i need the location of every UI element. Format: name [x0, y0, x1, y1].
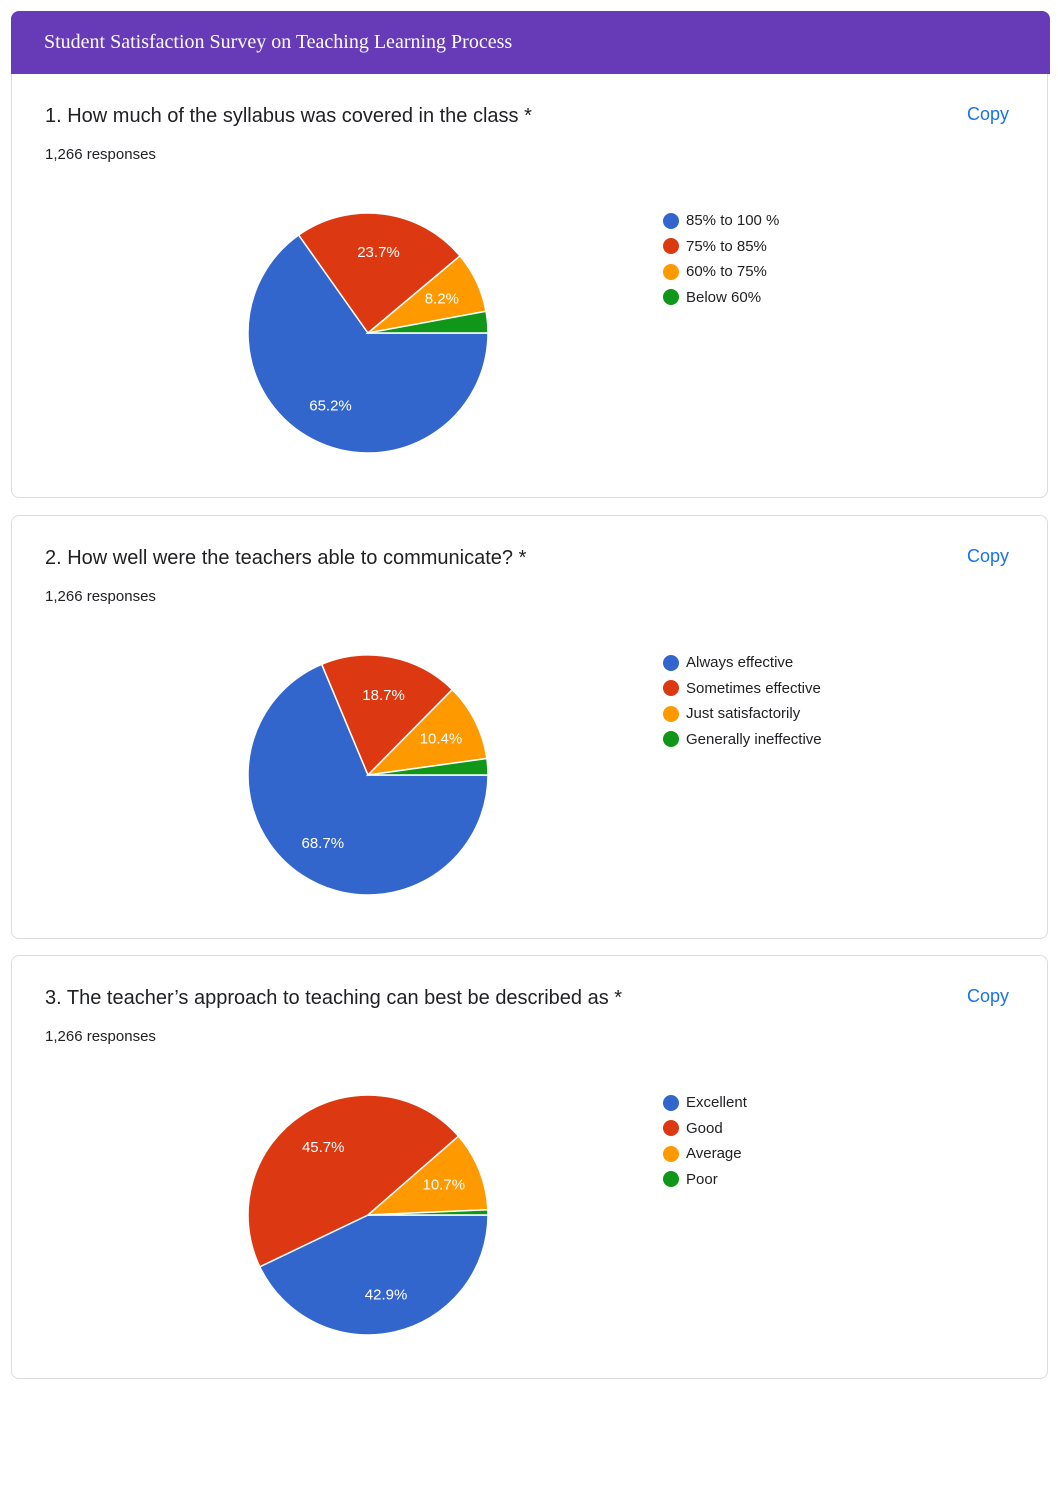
legend-item: Good: [663, 1116, 747, 1142]
question-title: 1. How much of the syllabus was covered …: [45, 105, 532, 127]
question-card-2: 2. How well were the teachers able to co…: [11, 515, 1048, 939]
copy-button[interactable]: Copy: [967, 546, 1010, 566]
legend-swatch: [663, 263, 679, 280]
legend-item: 85% to 100 %: [663, 208, 779, 234]
legend-swatch: [663, 1120, 679, 1137]
legend-swatch: [663, 1171, 679, 1188]
pie-data-label: 68.7%: [301, 835, 344, 852]
legend-label: Generally ineffective: [686, 730, 822, 748]
question-title: 3. The teacher’s approach to teaching ca…: [45, 987, 623, 1009]
pie-data-label: 23.7%: [357, 244, 400, 261]
legend-item: Generally ineffective: [663, 727, 822, 753]
legend-label: Good: [686, 1119, 723, 1137]
survey-title: Student Satisfaction Survey on Teaching …: [44, 31, 513, 53]
legend-item: Just satisfactorily: [663, 701, 822, 727]
pie-data-label: 8.2%: [425, 290, 459, 307]
question-card-1: 1. How much of the syllabus was covered …: [11, 74, 1048, 498]
legend-label: Average: [686, 1145, 742, 1163]
legend-swatch: [663, 289, 679, 306]
pie-slice: [365, 688, 488, 777]
legend-item: Sometimes effective: [663, 676, 822, 702]
legend-item: 75% to 85%: [663, 234, 779, 260]
pie-chart: 65.2% 23.7% 8.2%: [247, 212, 489, 454]
chart-legend: Excellent Good Average Poor: [663, 1090, 747, 1192]
legend-item: Average: [663, 1141, 747, 1167]
survey-banner: Student Satisfaction Survey on Teaching …: [11, 11, 1050, 74]
copy-button[interactable]: Copy: [967, 986, 1010, 1006]
copy-button[interactable]: Copy: [967, 104, 1010, 124]
pie-slice: [367, 310, 489, 334]
legend-item: Below 60%: [663, 285, 779, 311]
pie-slice: [367, 757, 489, 776]
response-count: 1,266 responses: [45, 588, 156, 605]
legend-swatch: [663, 238, 679, 255]
pie-slice: [365, 1135, 489, 1216]
response-count: 1,266 responses: [45, 1028, 156, 1045]
legend-label: Below 60%: [686, 288, 762, 306]
pie-slice: [320, 654, 454, 777]
pie-slice: [367, 1208, 489, 1216]
legend-label: 85% to 100 %: [686, 212, 780, 230]
chart-legend: 85% to 100 % 75% to 85% 60% to 75% Below 60…: [663, 208, 779, 310]
legend-item: Excellent: [663, 1090, 747, 1116]
pie-data-label: 18.7%: [362, 687, 405, 704]
legend-label: 60% to 75%: [686, 263, 767, 281]
legend-swatch: [663, 1145, 679, 1162]
pie-data-label: 45.7%: [302, 1139, 345, 1156]
legend-item: Always effective: [663, 650, 822, 676]
legend-label: Always effective: [686, 654, 794, 672]
legend-swatch: [663, 212, 679, 229]
pie-chart: 68.7% 18.7% 10.4%: [247, 654, 489, 896]
pie-slice: [247, 663, 489, 896]
response-count: 1,266 responses: [45, 146, 156, 163]
pie-data-label: 65.2%: [309, 397, 352, 414]
legend-swatch: [663, 731, 679, 748]
legend-label: Poor: [686, 1170, 718, 1188]
pie-chart: 42.9% 45.7% 10.7%: [247, 1094, 489, 1336]
pie-slice: [247, 233, 489, 454]
question-title: 2. How well were the teachers able to co…: [45, 547, 527, 569]
legend-item: 60% to 75%: [663, 259, 779, 285]
pie-slice: [258, 1214, 489, 1336]
pie-slice: [297, 212, 462, 335]
legend-item: Poor: [663, 1167, 747, 1193]
legend-swatch: [663, 1094, 679, 1111]
legend-swatch: [663, 705, 679, 722]
pie-data-label: 42.9%: [365, 1287, 408, 1304]
legend-label: Sometimes effective: [686, 679, 821, 697]
legend-label: Excellent: [686, 1094, 747, 1112]
legend-label: Just satisfactorily: [686, 705, 801, 723]
legend-label: 75% to 85%: [686, 237, 767, 255]
legend-swatch: [663, 654, 679, 671]
pie-data-label: 10.7%: [423, 1177, 466, 1194]
chart-legend: Always effective Sometimes effective Just …: [663, 650, 822, 752]
pie-slice: [247, 1094, 460, 1268]
legend-swatch: [663, 680, 679, 697]
pie-data-label: 10.4%: [420, 730, 463, 747]
question-card-3: 3. The teacher’s approach to teaching ca…: [11, 955, 1048, 1379]
